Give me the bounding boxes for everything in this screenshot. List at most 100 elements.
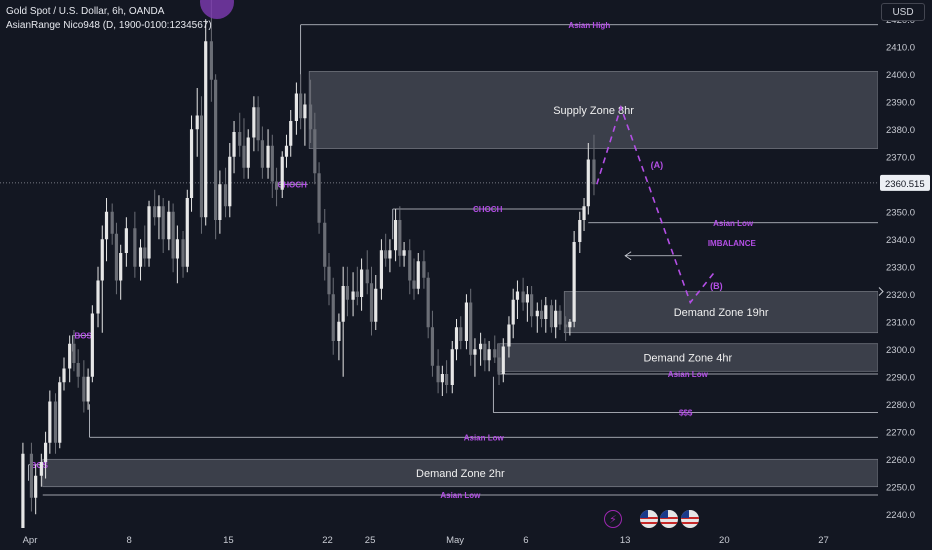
level-label: Asian Low bbox=[713, 219, 754, 228]
candle-body bbox=[501, 346, 505, 374]
flash-icon[interactable]: ⚡ bbox=[604, 510, 622, 528]
candle-body bbox=[464, 302, 469, 341]
candle-body bbox=[408, 250, 412, 281]
zone-rect bbox=[497, 343, 879, 372]
candle-body bbox=[303, 104, 307, 119]
candle-body bbox=[564, 324, 568, 328]
candle-body bbox=[294, 93, 298, 121]
candle-body bbox=[175, 239, 179, 259]
candle-body bbox=[218, 184, 222, 220]
candle-body bbox=[171, 211, 175, 259]
y-tick-label: 2370.0 bbox=[886, 152, 915, 163]
candle-body bbox=[337, 321, 341, 341]
zone-label: Supply Zone 8hr bbox=[553, 105, 634, 117]
candle-body bbox=[317, 173, 321, 223]
price-tag bbox=[880, 174, 930, 191]
currency-selector[interactable]: USD bbox=[881, 3, 925, 21]
level-label: $$$ bbox=[679, 409, 693, 418]
x-tick-label: 6 bbox=[523, 535, 528, 546]
candle-body bbox=[133, 228, 137, 267]
candle-body bbox=[369, 283, 374, 322]
candle-body bbox=[299, 93, 303, 119]
candle-body bbox=[82, 376, 86, 402]
candle-body bbox=[76, 363, 80, 377]
y-tick-label: 2350.0 bbox=[886, 207, 915, 218]
y-tick-label: 2250.0 bbox=[886, 482, 915, 493]
candle-body bbox=[487, 349, 491, 361]
level-label: Asian Low bbox=[440, 491, 481, 500]
zone-label: Demand Zone 2hr bbox=[416, 468, 505, 480]
candle-body bbox=[90, 313, 94, 377]
x-tick-label: 13 bbox=[620, 535, 631, 546]
candle-body bbox=[327, 266, 331, 295]
candle-body bbox=[341, 286, 345, 322]
candle-body bbox=[72, 343, 76, 363]
candle-body bbox=[228, 156, 232, 207]
candle-body bbox=[185, 198, 189, 267]
x-tick-label: Apr bbox=[23, 535, 38, 546]
candle-body bbox=[274, 181, 279, 190]
imbalance-arrow bbox=[624, 251, 632, 261]
y-tick-label: 2310.0 bbox=[886, 317, 915, 328]
candle-body bbox=[388, 250, 392, 259]
candle-body bbox=[29, 453, 34, 498]
y-tick-label: 2410.0 bbox=[886, 42, 915, 53]
candle-body bbox=[412, 280, 416, 289]
candle-body bbox=[189, 129, 194, 198]
price-tag-label: 2360.515 bbox=[885, 179, 925, 190]
candle-body bbox=[521, 291, 525, 303]
candle-body bbox=[398, 220, 402, 256]
us-flag-icon[interactable] bbox=[640, 510, 658, 528]
candle-body bbox=[284, 145, 289, 157]
level-label: CHOCH bbox=[277, 180, 307, 189]
candle-body bbox=[308, 104, 313, 130]
candle-body bbox=[161, 206, 165, 240]
candle-body bbox=[199, 115, 204, 218]
candle-body bbox=[266, 145, 270, 168]
x-tick-label: 22 bbox=[322, 535, 333, 546]
candle-body bbox=[86, 376, 90, 402]
candle-body bbox=[43, 442, 48, 462]
candle-body bbox=[483, 343, 487, 361]
us-flag-icon[interactable] bbox=[660, 510, 678, 528]
candle-body bbox=[181, 239, 185, 267]
candle-body bbox=[114, 233, 119, 281]
candle-body bbox=[214, 79, 218, 220]
x-tick-label: 15 bbox=[223, 535, 234, 546]
candle-body bbox=[331, 294, 335, 341]
candle-body bbox=[511, 299, 515, 325]
candle-body bbox=[100, 239, 104, 281]
x-tick-label: 27 bbox=[818, 535, 829, 546]
candle-body bbox=[379, 250, 384, 289]
candle-body bbox=[280, 156, 284, 190]
candle-body bbox=[289, 121, 293, 146]
y-tick-label: 2240.0 bbox=[886, 510, 915, 521]
candle-body bbox=[204, 41, 208, 218]
candle-body bbox=[119, 253, 123, 281]
y-tick-label: 2260.0 bbox=[886, 455, 915, 466]
y-tick-label: 2380.0 bbox=[886, 125, 915, 136]
zone-label: Demand Zone 4hr bbox=[643, 353, 732, 365]
candle-body bbox=[473, 349, 477, 355]
candle-body bbox=[138, 247, 143, 267]
candle-body bbox=[497, 357, 501, 374]
candle-body bbox=[246, 137, 250, 168]
x-tick-label: 20 bbox=[719, 535, 730, 546]
candle-body bbox=[426, 277, 430, 328]
candle-body bbox=[313, 129, 317, 174]
us-flag-icon[interactable] bbox=[681, 510, 699, 528]
x-tick-label: 8 bbox=[127, 535, 132, 546]
candle-body bbox=[544, 305, 548, 319]
y-tick-label: 2300.0 bbox=[886, 345, 915, 356]
candle-body bbox=[469, 302, 473, 355]
candle-body bbox=[34, 475, 38, 498]
level-label: Asian High bbox=[568, 21, 610, 30]
candle-body bbox=[535, 310, 539, 317]
candle-body bbox=[260, 140, 264, 168]
candle-body bbox=[252, 107, 256, 138]
x-tick-label: May bbox=[446, 535, 464, 546]
candle-body bbox=[209, 41, 213, 80]
chart-legend: Gold Spot / U.S. Dollar, 6h, OANDA Asian… bbox=[6, 5, 212, 33]
candle-body bbox=[355, 291, 359, 297]
